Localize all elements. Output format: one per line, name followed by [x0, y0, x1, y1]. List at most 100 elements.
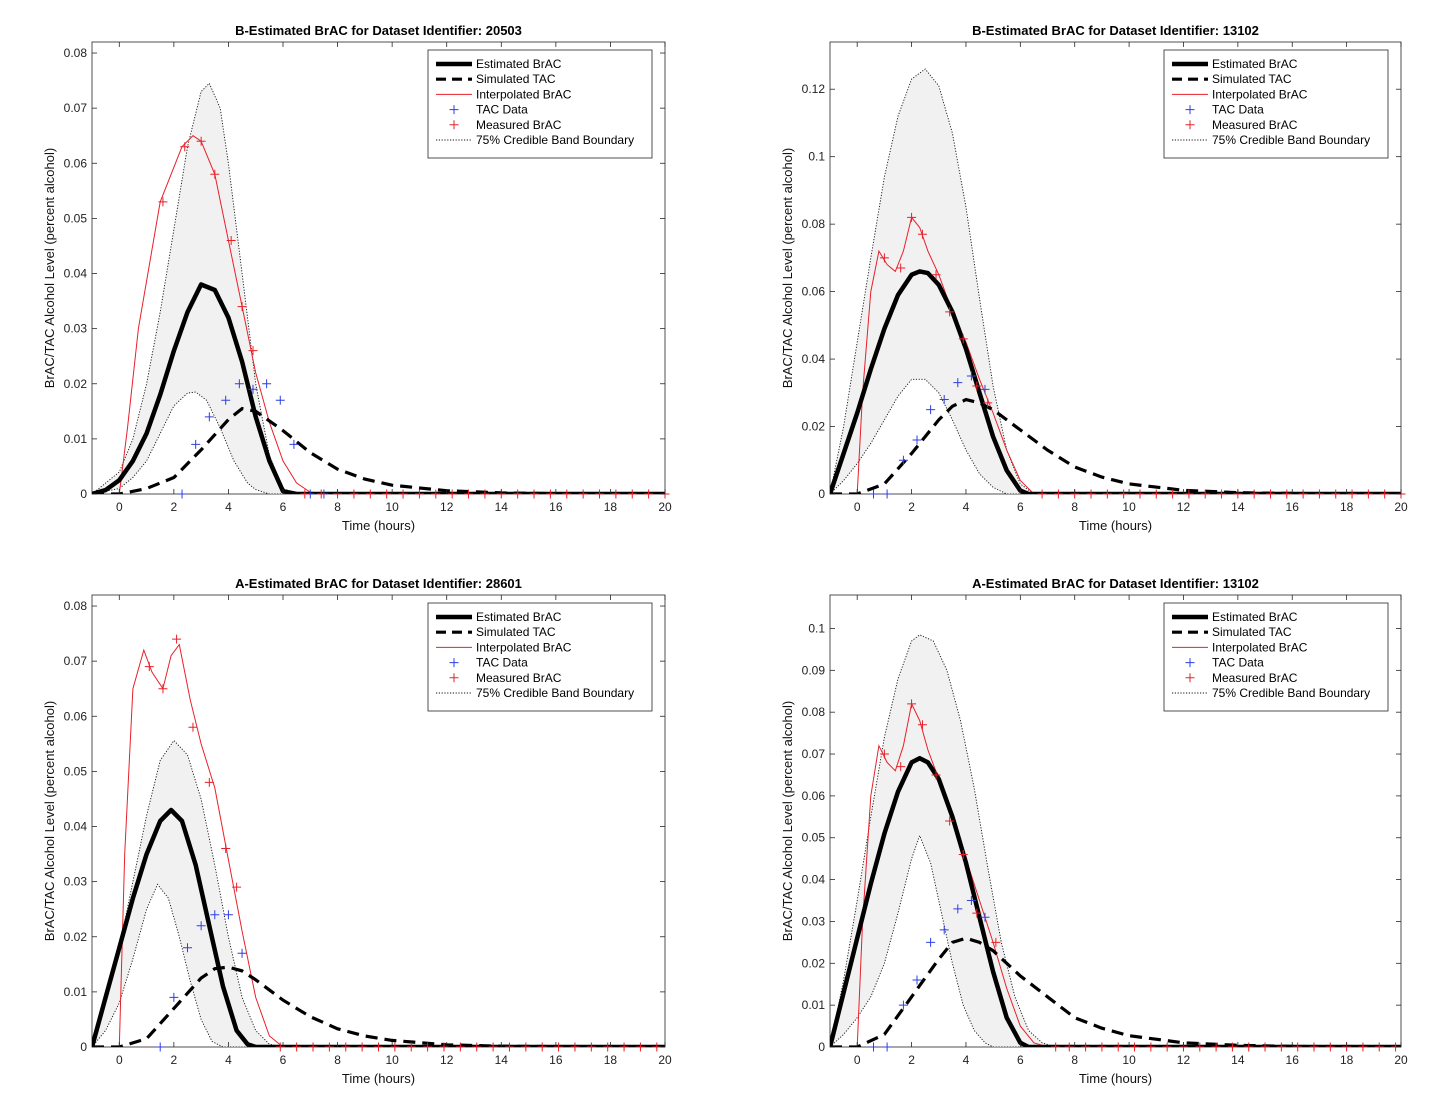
- y-tick-label: 0: [80, 487, 87, 501]
- y-tick-label: 0.12: [802, 82, 826, 96]
- measured-brac-point: [210, 169, 220, 179]
- legend-box: [1163, 49, 1389, 159]
- chart-panel-3: 0 2 4 6 8 10 12 14 16 18 20 0 0.01 0.02 0.03 0.04 0.05 0.…: [42, 576, 672, 1086]
- measured-brac-point: [1314, 489, 1324, 499]
- y-tick-label: 0.1: [808, 621, 825, 635]
- chart-title: B-Estimated BrAC for Dataset Identifier:…: [235, 23, 522, 38]
- legend-label: 75% Credible Band Boundary: [476, 133, 634, 147]
- y-tick-label: 0.03: [64, 322, 88, 336]
- y-tick-label: 0.02: [64, 930, 88, 944]
- measured-brac-point: [158, 197, 168, 207]
- legend-label: Estimated BrAC: [1212, 57, 1298, 71]
- measured-brac-point: [180, 142, 190, 152]
- tac-data-point: [966, 896, 976, 906]
- measured-brac-point: [958, 849, 968, 859]
- estimated-brac-line: [830, 755, 1401, 1047]
- tac-data-point: [898, 455, 908, 465]
- measured-brac-point: [1265, 489, 1275, 499]
- y-tick-label: 0.03: [64, 875, 88, 889]
- legend-label: TAC Data: [1212, 656, 1264, 670]
- legend-label: 75% Credible Band Boundary: [1212, 686, 1370, 700]
- legend-swatch-tac-data: [449, 105, 459, 115]
- measured-brac-point: [1380, 489, 1390, 499]
- measured-brac-point: [1347, 489, 1357, 499]
- measured-brac-point: [1097, 1042, 1107, 1052]
- x-tick-label: 16: [549, 500, 563, 514]
- y-tick-label: 0.07: [64, 101, 88, 115]
- x-tick-label: 12: [440, 1053, 454, 1067]
- tac-data-point: [169, 992, 179, 1002]
- legend-swatch-measured: [1185, 120, 1195, 130]
- legend-swatch-measured: [1185, 673, 1195, 683]
- legend-label: TAC Data: [476, 656, 528, 670]
- measured-brac-point: [248, 346, 258, 356]
- measured-brac-point: [1244, 1042, 1254, 1052]
- measured-brac-point: [1053, 489, 1063, 499]
- y-tick-label: 0.04: [802, 352, 826, 366]
- x-tick-label: 18: [604, 1053, 618, 1067]
- y-tick-label: 0.05: [64, 764, 88, 778]
- x-tick-label: 8: [334, 500, 341, 514]
- measured-brac-point: [537, 1042, 547, 1052]
- legend-label: TAC Data: [476, 103, 528, 117]
- measured-brac-point: [1051, 1042, 1061, 1052]
- measured-brac-point: [431, 489, 441, 499]
- credible-band-fill: [830, 634, 1401, 1047]
- measured-brac-point: [907, 699, 917, 709]
- measured-brac-point: [1130, 1042, 1140, 1052]
- x-tick-label: 10: [1122, 1053, 1136, 1067]
- measured-brac-point: [907, 212, 917, 222]
- legend-label: Measured BrAC: [476, 118, 562, 132]
- measured-brac-point: [1184, 489, 1194, 499]
- measured-brac-point: [488, 1042, 498, 1052]
- y-tick-label: 0.01: [64, 985, 88, 999]
- y-tick-label: 0.08: [802, 705, 826, 719]
- x-tick-label: 4: [963, 1053, 970, 1067]
- measured-brac-point: [300, 489, 310, 499]
- measured-brac-point: [917, 720, 927, 730]
- x-tick-label: 14: [1231, 500, 1245, 514]
- y-axis-label: BrAC/TAC Alcohol Level (percent alcohol): [780, 701, 795, 941]
- measured-brac-point: [1260, 1042, 1270, 1052]
- legend-box: [427, 49, 653, 159]
- measured-brac-point: [644, 489, 654, 499]
- measured-brac-point: [972, 908, 982, 918]
- y-tick-label: 0.08: [64, 46, 88, 60]
- legend-swatch-tac-data: [1185, 658, 1195, 668]
- y-tick-label: 0.06: [64, 156, 88, 170]
- measured-brac-point: [1325, 1042, 1335, 1052]
- tac-data-point: [953, 378, 963, 388]
- measured-brac-point: [374, 1042, 383, 1052]
- chart-title: A-Estimated BrAC for Dataset Identifier:…: [235, 576, 522, 591]
- x-tick-label: 4: [225, 1053, 232, 1067]
- x-tick-label: 14: [1231, 1053, 1245, 1067]
- measured-brac-point: [365, 489, 375, 499]
- measured-brac-point: [232, 882, 242, 892]
- x-tick-label: 2: [171, 1053, 178, 1067]
- y-tick-label: 0.01: [64, 432, 88, 446]
- legend-label: Estimated BrAC: [476, 57, 562, 71]
- tac-data-point: [234, 379, 244, 389]
- y-tick-label: 0.02: [802, 420, 826, 434]
- chart-panel-1: 0 2 4 6 8 10 12 14 16 18 20 0 0.01 0.02 0.03 0.04 0.05 0.…: [42, 23, 672, 533]
- legend-label: 75% Credible Band Boundary: [1212, 133, 1370, 147]
- legend-box: [427, 602, 653, 712]
- legend-label: Interpolated BrAC: [476, 87, 572, 101]
- simulated-tac-line: [92, 406, 665, 494]
- measured-brac-point: [504, 1042, 514, 1052]
- tac-data-point: [953, 904, 963, 914]
- credible-band-upper: [92, 739, 665, 1047]
- measured-brac-point: [324, 1042, 334, 1052]
- measured-brac-point: [896, 263, 906, 273]
- tac-data-point: [221, 395, 231, 405]
- measured-brac-point: [595, 489, 605, 499]
- x-tick-label: 10: [385, 500, 399, 514]
- y-axis-label: BrAC/TAC Alcohol Level (percent alcohol): [42, 148, 57, 388]
- legend-label: Simulated TAC: [1212, 72, 1292, 86]
- measured-brac-point: [945, 816, 955, 826]
- y-tick-label: 0.04: [802, 873, 826, 887]
- measured-brac-point: [1168, 489, 1178, 499]
- measured-brac-point: [1249, 489, 1259, 499]
- measured-brac-point: [521, 1042, 531, 1052]
